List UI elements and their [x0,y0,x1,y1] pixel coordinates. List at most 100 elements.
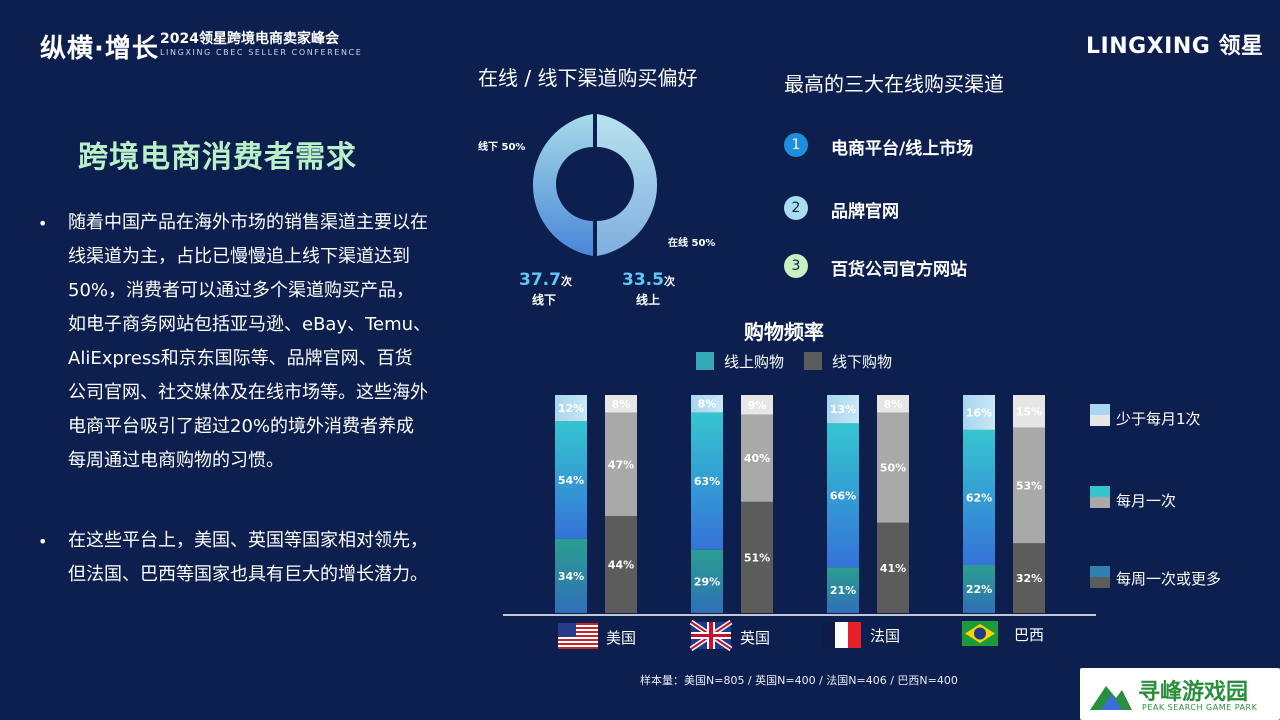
brand-logo: LINGXING 领星 [1086,34,1264,59]
offline-bar-monthly-uk [741,414,773,502]
offline-bar-monthly-france [877,412,909,523]
watermark-badge [1080,668,1280,720]
channel-label-1: 电商平台/线上市场 [831,139,974,159]
online-label-weekly-france: 21% [830,584,856,597]
donut-label-online: 在线 50% [668,238,716,249]
legend-swatch-weekly [1090,566,1110,588]
online-bar-monthly-france [827,423,859,568]
legend-label-weekly: 每周一次或更多 [1116,570,1222,588]
event-title: 2024领星跨境电商卖家峰会 [160,31,339,47]
para-line: 线渠道为主，占比已慢慢追上线下渠道达到 [68,246,410,267]
online-bar-weekly-uk [691,549,723,613]
offline-label-less-monthly-uk: 9% [748,399,767,412]
offline-bar-monthly-usa [605,412,637,517]
channel-number-2: 2 [784,196,808,220]
country-label-brazil: 巴西 [1014,626,1045,644]
online-label-weekly-brazil: 22% [966,583,992,596]
country-label-uk: 英国 [740,629,771,647]
legend-swatch-monthly [1090,486,1110,508]
offline-label-weekly-usa: 44% [608,559,634,572]
online-label-monthly-brazil: 62% [966,491,992,504]
flag-brazil [962,621,998,646]
country-label-usa: 美国 [606,629,637,647]
event-subtitle: LINGXING CBEC SELLER CONFERENCE [160,48,363,57]
online-bar-less-monthly-brazil [963,395,995,430]
para-line: 但法国、巴西等国家也具有巨大的增长潜力。 [68,564,428,585]
flag-usa [558,623,598,649]
offline-bar-monthly-brazil [1013,427,1045,544]
offline-label-less-monthly-brazil: 15% [1016,405,1042,418]
online-bar-weekly-france [827,567,859,613]
sample-size-note: 样本量：美国N=805 / 英国N=400 / 法国N=406 / 巴西N=40… [640,674,958,687]
legend-label-monthly: 每月一次 [1116,492,1177,510]
offline-bar-less-monthly-usa [605,395,637,413]
offline-label-less-monthly-france: 8% [884,398,903,411]
online-bar-less-monthly-france [827,395,859,424]
online-count-value: 33.5 [622,270,664,290]
online-label-less-monthly-usa: 12% [558,402,584,415]
online-bar-less-monthly-uk [691,395,723,413]
legend-swatch-less-monthly [1090,404,1110,426]
channel-number-3: 3 [784,254,808,278]
offline-label-monthly-usa: 47% [608,458,634,471]
channel-label-2: 品牌官网 [831,202,899,222]
event-logo: 纵横·增长 [40,34,159,64]
offline-caption: 线下 [532,293,557,307]
country-label-france: 法国 [870,627,901,645]
offline-bar-weekly-uk [741,501,773,613]
bullet-paragraph-1: 随着中国产品在海外市场的销售渠道主要以在 线渠道为主，占比已慢慢追上线下渠道达到… [68,206,446,478]
online-label-less-monthly-brazil: 16% [966,406,992,419]
mountain-icon [1090,686,1132,710]
online-bar-weekly-usa [555,538,587,613]
offline-label-weekly-france: 41% [880,562,906,575]
legend-label-less-monthly: 少于每月1次 [1116,410,1201,428]
online-bar-monthly-usa [555,421,587,539]
offline-bar-less-monthly-uk [741,395,773,415]
legend-swatch-online [696,352,714,370]
offline-count-value: 37.7 [519,270,561,290]
legend-label-offline: 线下购物 [832,353,893,371]
offline-bar-less-monthly-france [877,395,909,413]
para-line: 在这些平台上，美国、英国等国家相对领先， [68,530,428,551]
offline-bar-weekly-brazil [1013,543,1045,613]
watermark-subtext: PEAK SEARCH GAME PARK [1142,703,1258,712]
online-caption: 线上 [636,293,661,307]
online-bar-weekly-brazil [963,565,995,613]
offline-bar-less-monthly-brazil [1013,395,1045,428]
para-line: 每周通过电商购物的习惯。 [68,450,284,471]
legend-label-online: 线上购物 [724,353,785,371]
offline-label-weekly-uk: 51% [744,551,770,564]
online-label-monthly-france: 66% [830,489,856,502]
bullet-paragraph-2: 在这些平台上，美国、英国等国家相对领先， 但法国、巴西等国家也具有巨大的增长潜力… [68,524,446,592]
online-label-less-monthly-france: 13% [830,403,856,416]
bullet-marker: • [38,532,48,551]
offline-bar-weekly-usa [605,516,637,613]
online-label-less-monthly-uk: 8% [698,398,717,411]
para-line: 50%，消费者可以通过多个渠道购买产品， [68,280,415,301]
bullet-marker: • [38,214,48,233]
offline-count: 37.7次 [519,270,572,290]
chart-title: 购物频率 [744,320,824,344]
para-line: 电商平台吸引了超过20%的境外消费者养成 [68,416,415,437]
online-bar-monthly-uk [691,412,723,550]
offline-label-monthly-brazil: 53% [1016,479,1042,492]
donut-slice-offline [532,114,593,256]
online-bar-less-monthly-usa [555,395,587,422]
para-line: 公司官网、社交媒体及在线市场等。这些海外 [68,382,428,403]
flag-uk [689,619,733,652]
online-label-weekly-usa: 34% [558,570,584,583]
online-count-unit: 次 [663,275,675,288]
flag-france [822,622,861,648]
channels-title: 最高的三大在线购买渠道 [784,72,1004,96]
para-line: 随着中国产品在海外市场的销售渠道主要以在 [68,212,428,233]
offline-label-monthly-france: 50% [880,462,906,475]
online-bar-monthly-brazil [963,429,995,566]
online-count: 33.5次 [622,270,675,290]
offline-label-less-monthly-usa: 8% [612,398,631,411]
donut-label-offline: 线下 50% [478,142,526,153]
channel-label-3: 百货公司官方网站 [831,260,967,280]
online-label-monthly-usa: 54% [558,474,584,487]
legend-swatch-offline [804,352,822,370]
online-label-monthly-uk: 63% [694,475,720,488]
